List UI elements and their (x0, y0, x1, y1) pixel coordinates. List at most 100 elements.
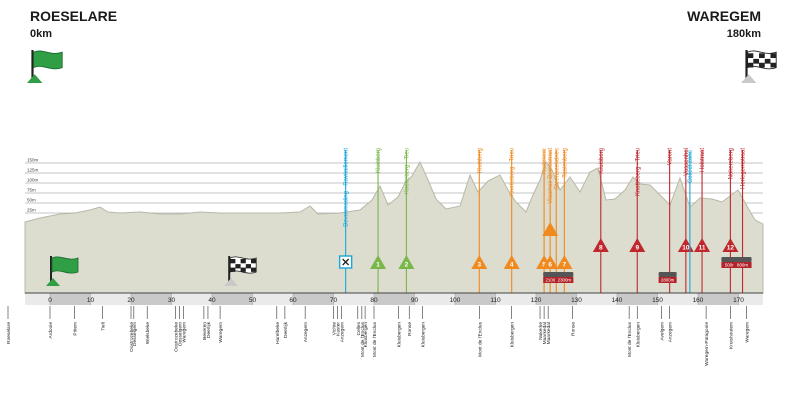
place-label: Mont de l'Enclus (627, 321, 633, 357)
km-tick-label: 60 (289, 297, 297, 304)
km-axis-band (455, 293, 496, 305)
km-tick-label: 120 (531, 297, 542, 304)
place-label: Kluisbergen (510, 322, 516, 348)
climb-number: 10 (682, 245, 690, 252)
km-tick-label: 80 (370, 297, 378, 304)
altitude-label: 100m (27, 178, 39, 183)
climb-number: 2 (405, 262, 409, 269)
km-axis-band (536, 293, 577, 305)
place-label: Desselgem (132, 322, 138, 346)
km-axis-band (50, 293, 91, 305)
place-label: Celles (356, 321, 362, 335)
km-tick-label: 140 (612, 297, 623, 304)
place-label: Kruishoutem (728, 322, 734, 349)
climb-marker-icon (542, 222, 559, 236)
place-label: Waregem-Patagonie (704, 322, 710, 366)
place-label: Ardooie (48, 322, 54, 339)
place-label: Ronse (570, 322, 576, 336)
km-tick-label: 90 (411, 297, 419, 304)
cobbles-length: 2800m (661, 278, 675, 283)
climb-marker-icon (370, 255, 387, 269)
place-labels: Roeselare Ardooie Pittem Tielt OostrozebekeD… (6, 306, 751, 366)
event-label: Bevoorrading - Ravitaillement (344, 148, 350, 227)
place-label: Waregem (745, 322, 751, 343)
event-label: Kluisberg (477, 148, 483, 173)
place-label: Mont de l'Enclus (360, 321, 366, 357)
place-label: Maarkedal (546, 322, 552, 344)
cobbles-icon: 2800m (658, 272, 677, 283)
climb-number: 7 (563, 262, 567, 269)
checkered-flag-icon (224, 256, 257, 286)
event-label: Collect zone (688, 149, 694, 183)
event-label: Steenbeekdries (554, 148, 560, 190)
km-axis: 0 10 20 30 40 50 60 70 80 90 100 110 120 130 140 150 160… (25, 292, 763, 305)
event-label: Holstraat (700, 148, 706, 172)
feed-zone-cross (342, 258, 350, 266)
climb-number: 9 (635, 245, 639, 252)
event-label: Nokereberg (728, 148, 734, 179)
place-label: Anzegem (668, 322, 674, 342)
event-label: Varent (668, 148, 674, 166)
place-label: Kluisbergen (635, 322, 641, 348)
place-label: Kluisbergen (421, 322, 427, 348)
place-label: Roeselare (6, 322, 12, 344)
place-label: Kluisbergen (396, 322, 402, 348)
km-axis-band (131, 293, 172, 305)
climb-marker-icon (592, 238, 609, 252)
climb-marker-icon (629, 238, 646, 252)
event-label: Knotteberg - Tieu (404, 148, 410, 194)
km-tick-label: 160 (693, 297, 704, 304)
altitude-label: 25m (27, 208, 36, 213)
climb-marker-icon (503, 255, 520, 269)
finish-flag-icon (741, 50, 777, 83)
climb-marker-icon (542, 255, 559, 269)
place-label: Deerlijk (206, 321, 212, 338)
event-label: Vossenhol (684, 148, 690, 176)
climb-number: 1 (376, 262, 380, 269)
climb-marker-icon (471, 255, 488, 269)
place-label: Waregem (218, 322, 224, 343)
place-label: Desselgem (178, 322, 184, 346)
place-label: Avelgem (660, 322, 666, 341)
km-tick-label: 170 (733, 297, 744, 304)
km-axis-band (212, 293, 253, 305)
place-label: Maarkedal (542, 322, 548, 344)
event-label: Kruisberg (599, 148, 605, 174)
event-lines: Bevoorrading - Ravitaillement Kluisberg 1 K… (338, 148, 752, 293)
km-tick-label: 150 (652, 297, 663, 304)
cobbles-icon: 2300m (555, 272, 574, 283)
cobbles-length: 2300m (558, 278, 572, 283)
climb-marker-icon (722, 238, 739, 252)
climb-marker-icon (694, 238, 711, 252)
place-label: Oostrozebeke (129, 322, 135, 352)
climb-marker-icon (556, 255, 573, 269)
place-label: Oostrozebeke (174, 322, 180, 352)
event-label: Knotteberg - Trieu (635, 148, 641, 196)
altitude-label: 125m (27, 168, 39, 173)
start-flag-icon (27, 50, 63, 83)
place-label: Nukerke (538, 322, 544, 340)
place-label: Beveren (202, 322, 208, 340)
altitude-label: 75m (27, 188, 36, 193)
event-label: Kluisberg (376, 148, 382, 173)
climb-number: 6 (548, 262, 552, 269)
place-label: Anzegem (303, 322, 309, 342)
km-tick-label: 50 (249, 297, 257, 304)
place-label: Mont de l'Enclus (372, 321, 378, 357)
event-label: Knotteberg - Trieu (510, 148, 516, 196)
elevation-profile (24, 160, 764, 294)
cobbles-length: 2100m (545, 278, 559, 283)
km-tick-label: 0 (48, 297, 52, 304)
km-axis-band (293, 293, 334, 305)
climb-number: 12 (727, 245, 735, 252)
km-axis-band (374, 293, 415, 305)
start-city: ROESELARE (30, 8, 118, 24)
event-label: Taaienberg (562, 148, 568, 178)
place-label: Kaster (336, 322, 342, 336)
place-label: Waregem (182, 322, 188, 343)
cobbles-icon: 800m (733, 257, 752, 268)
place-label: Tielt (101, 321, 107, 331)
climb-number: 5 (542, 262, 546, 269)
start-finish-flags (27, 50, 777, 286)
